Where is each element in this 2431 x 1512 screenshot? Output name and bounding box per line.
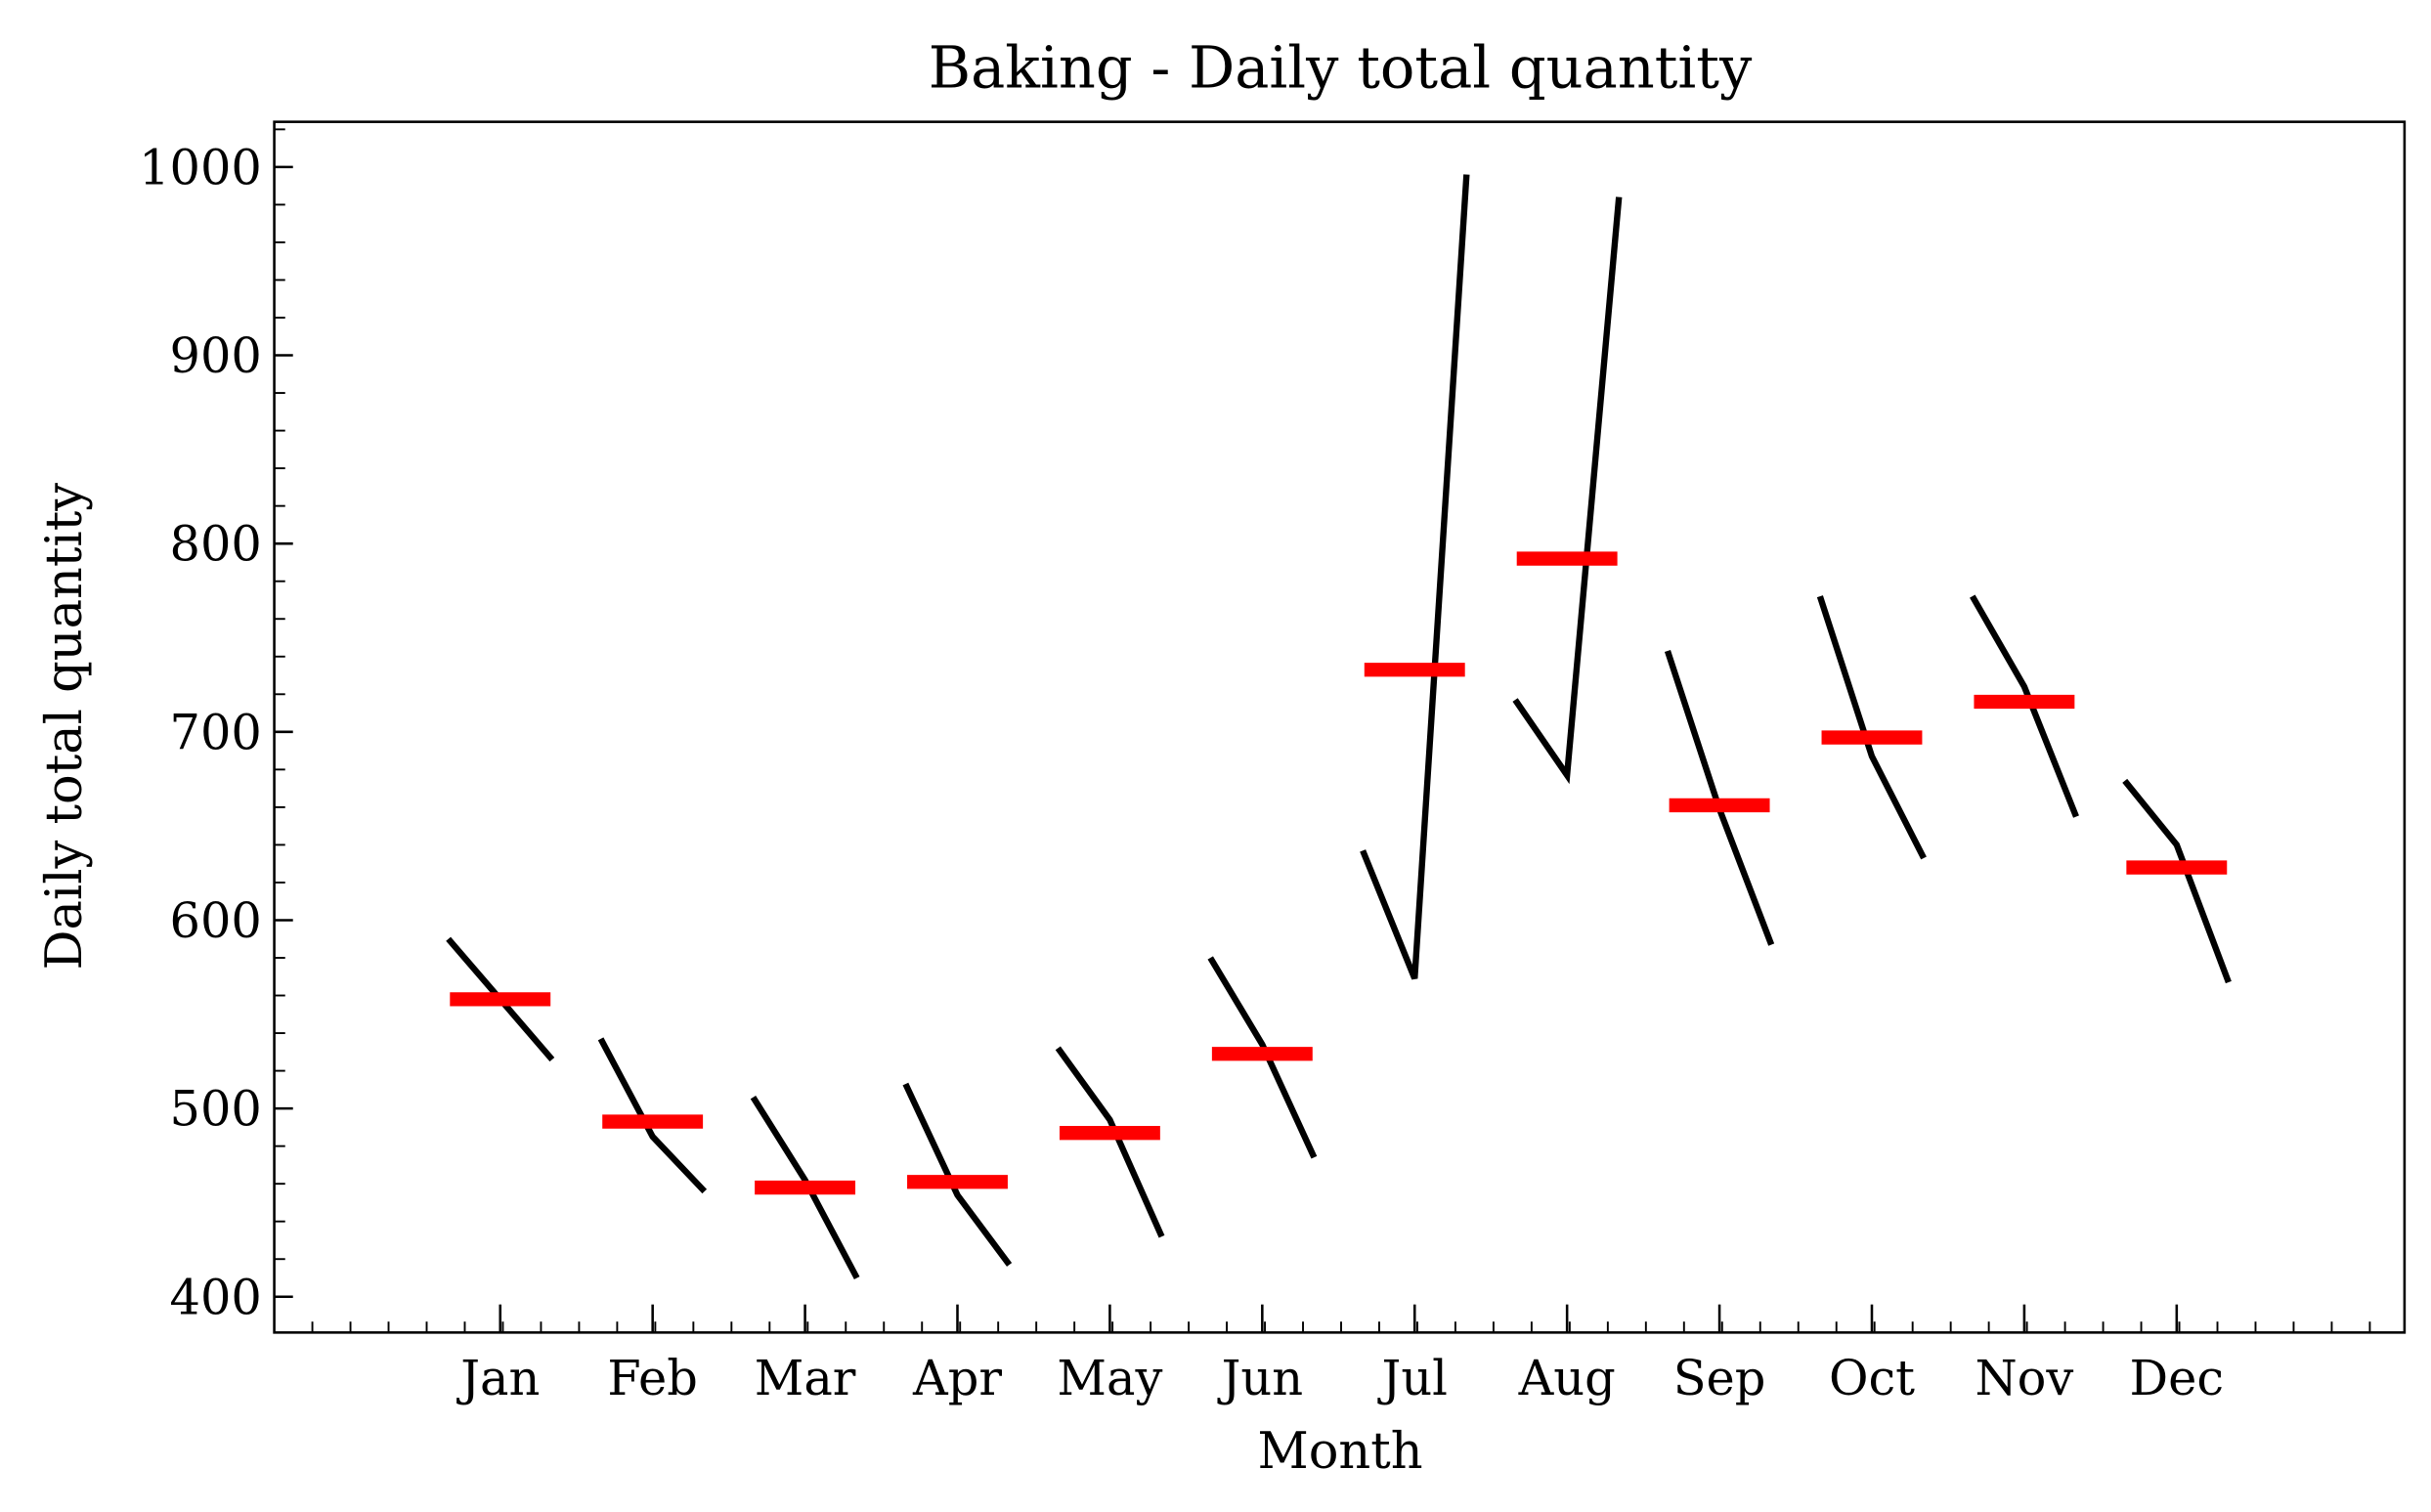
x-tick-label: Mar	[755, 1350, 856, 1406]
subseries-line	[2122, 778, 2232, 984]
y-tick-label: 700	[170, 704, 262, 760]
x-tick-label: Jul	[1377, 1350, 1448, 1406]
x-tick-label: Dec	[2130, 1350, 2225, 1406]
x-tick-label: Jun	[1217, 1350, 1303, 1406]
subseries-line	[750, 1095, 860, 1280]
chart-title: Baking - Daily total quantity	[929, 34, 1753, 102]
x-tick-label: Aug	[1518, 1350, 1616, 1406]
x-tick-label: Oct	[1829, 1350, 1915, 1406]
x-tick-label: Jan	[456, 1350, 540, 1406]
x-tick-label: May	[1057, 1350, 1162, 1406]
x-axis-label: Month	[1257, 1423, 1422, 1481]
x-tick-label: Sep	[1673, 1350, 1766, 1406]
y-tick-label: 800	[170, 516, 262, 573]
x-tick-label: Nov	[1975, 1350, 2073, 1406]
y-tick-label: 1000	[139, 139, 262, 195]
subseries-line	[1512, 196, 1623, 785]
x-tick-label: Feb	[607, 1350, 697, 1406]
y-tick-label: 500	[170, 1081, 262, 1138]
subseries-line	[902, 1082, 1013, 1267]
subseries-line	[1970, 594, 2079, 818]
x-tick-label: Apr	[912, 1350, 1002, 1406]
y-tick-label: 600	[170, 892, 262, 949]
plot-frame	[273, 120, 2407, 1334]
subseries-line	[1207, 956, 1318, 1159]
subseries-line	[1360, 174, 1470, 980]
subseries-line	[1055, 1046, 1165, 1238]
subseries-line	[597, 1037, 708, 1194]
y-tick-label: 400	[170, 1269, 262, 1325]
subseries-line	[1816, 595, 1927, 860]
y-axis-label: Daily total quantity	[36, 483, 94, 971]
y-tick-label: 900	[170, 327, 262, 384]
